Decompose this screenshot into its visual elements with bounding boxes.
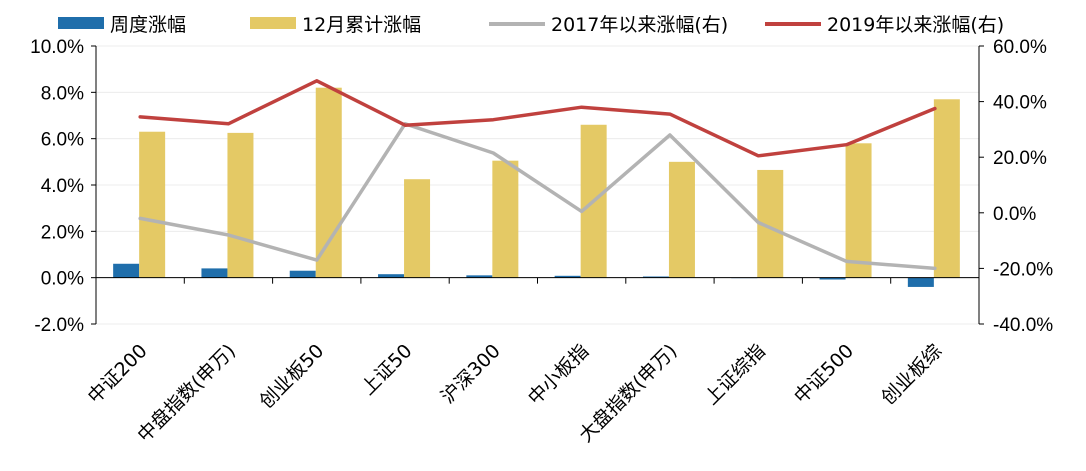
bar-weekly-6 [642, 276, 669, 278]
bar-weekly-3 [378, 274, 405, 278]
legend-label-0: 周度涨幅 [110, 14, 186, 36]
x-category-label: 中证500 [790, 340, 858, 408]
x-category-label: 创业板50 [255, 340, 328, 413]
line-series-2 [138, 122, 937, 271]
y-right-tick-label: 0.0% [993, 204, 1036, 225]
bar-weekly-0 [113, 263, 140, 278]
bar-december-1 [227, 132, 254, 278]
x-category-label: 创业板综 [877, 340, 946, 409]
y-right-ticks: -40.0% -20.0% 0.0% 20.0% 40.0% 60.0% [993, 37, 1053, 336]
bar-december-4 [492, 160, 519, 278]
bar-weekly-1 [201, 268, 228, 278]
x-category-label: 中证200 [84, 340, 152, 408]
bar-weekly-5 [554, 275, 581, 278]
x-category-label: 中小板指 [524, 340, 593, 409]
legend-swatch-1 [250, 17, 296, 29]
y-left-tick-label: 10.0% [30, 37, 84, 58]
bar-weekly-8 [819, 277, 846, 280]
x-category-label: 上证50 [357, 340, 417, 400]
y-left-tick-label: 0.0% [41, 269, 84, 290]
legend-swatch-0 [58, 17, 104, 29]
y-right-tick-label: 20.0% [993, 148, 1047, 169]
y-left-tick-label: 6.0% [41, 130, 84, 151]
axes [91, 45, 984, 325]
y-left-tick-label: 2.0% [41, 222, 84, 243]
legend-label-1: 12月累计涨幅 [302, 14, 421, 36]
y-right-tick-label: -40.0% [993, 315, 1053, 336]
bar-december-9 [933, 99, 960, 278]
bars [113, 87, 960, 287]
y-right-tick-label: 40.0% [993, 93, 1047, 114]
bar-december-0 [139, 131, 166, 278]
y-left-tick-label: 4.0% [41, 176, 84, 197]
bar-weekly-2 [289, 270, 316, 278]
x-category-label: 上证综指 [700, 340, 769, 409]
y-right-tick-label: -20.0% [993, 259, 1053, 280]
line-series-3 [138, 79, 937, 158]
legend: 周度涨幅 12月累计涨幅 2017年以来涨幅(右) 2019年以来涨幅(右) [58, 14, 1004, 36]
series-lines [138, 79, 937, 271]
bar-december-6 [668, 161, 695, 278]
bar-weekly-9 [907, 277, 934, 287]
bar-december-3 [404, 179, 431, 278]
y-left-tick-label: 8.0% [41, 83, 84, 104]
bar-december-2 [315, 87, 342, 278]
y-left-tick-label: -2.0% [34, 315, 84, 336]
legend-label-2: 2017年以来涨幅(右) [551, 14, 728, 36]
y-right-tick-label: 60.0% [993, 37, 1047, 58]
y-left-ticks: -2.0% 0.0% 2.0% 4.0% 6.0% 8.0% 10.0% [30, 37, 84, 336]
bar-december-8 [845, 143, 872, 278]
x-category-label: 沪深300 [437, 340, 505, 408]
legend-label-3: 2019年以来涨幅(右) [827, 14, 1004, 36]
bar-weekly-4 [466, 275, 493, 278]
